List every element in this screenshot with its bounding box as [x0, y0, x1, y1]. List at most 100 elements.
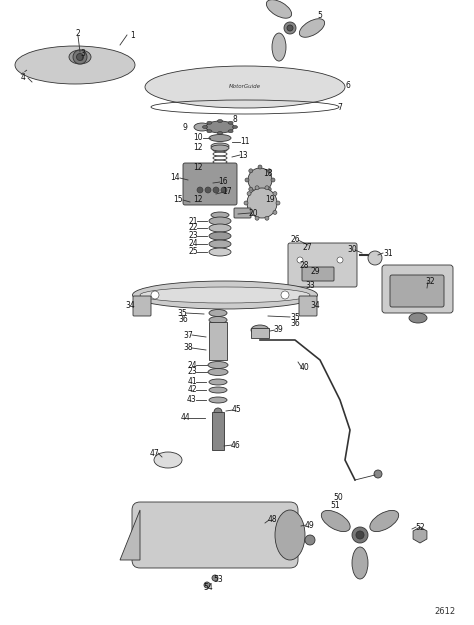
Text: 37: 37: [183, 331, 193, 339]
Ellipse shape: [271, 178, 275, 182]
Ellipse shape: [211, 145, 229, 151]
Ellipse shape: [154, 452, 182, 468]
FancyBboxPatch shape: [382, 265, 453, 313]
Text: 47: 47: [150, 449, 160, 458]
Ellipse shape: [209, 240, 231, 248]
Text: 46: 46: [231, 441, 241, 449]
Ellipse shape: [249, 188, 253, 191]
Text: 25: 25: [188, 248, 198, 256]
Text: 31: 31: [383, 249, 393, 258]
Text: 44: 44: [181, 414, 191, 422]
Ellipse shape: [352, 547, 368, 579]
Ellipse shape: [209, 309, 227, 316]
Ellipse shape: [265, 186, 269, 190]
Ellipse shape: [370, 511, 399, 532]
Ellipse shape: [69, 50, 91, 64]
Ellipse shape: [248, 168, 272, 192]
Text: 16: 16: [218, 177, 228, 186]
Ellipse shape: [228, 130, 233, 132]
Text: 9: 9: [182, 122, 187, 131]
Text: 3: 3: [81, 49, 85, 58]
Ellipse shape: [209, 387, 227, 393]
Circle shape: [287, 25, 293, 31]
Text: 41: 41: [187, 378, 197, 386]
Text: 24: 24: [187, 361, 197, 369]
Circle shape: [374, 470, 382, 478]
Circle shape: [204, 582, 210, 588]
Text: 8: 8: [233, 116, 237, 124]
Bar: [251, 328, 269, 338]
Text: 32: 32: [425, 278, 435, 286]
Circle shape: [151, 291, 159, 299]
Text: 13: 13: [238, 151, 248, 159]
Circle shape: [214, 408, 222, 416]
Ellipse shape: [208, 369, 228, 376]
Ellipse shape: [267, 188, 271, 191]
Ellipse shape: [209, 134, 231, 141]
Text: 23: 23: [187, 368, 197, 376]
Text: 15: 15: [173, 196, 183, 204]
Circle shape: [352, 527, 368, 543]
Ellipse shape: [245, 178, 249, 182]
Text: 35: 35: [177, 309, 187, 318]
Polygon shape: [120, 510, 140, 560]
Text: 38: 38: [183, 344, 193, 352]
Bar: [212, 412, 224, 450]
Ellipse shape: [258, 165, 262, 169]
Text: 11: 11: [240, 138, 250, 146]
FancyBboxPatch shape: [132, 502, 298, 568]
Ellipse shape: [206, 121, 234, 133]
Circle shape: [212, 575, 218, 581]
Ellipse shape: [209, 316, 227, 324]
Text: 18: 18: [263, 169, 273, 177]
FancyBboxPatch shape: [302, 267, 334, 281]
Ellipse shape: [273, 211, 277, 214]
FancyBboxPatch shape: [299, 296, 317, 316]
Circle shape: [297, 257, 303, 263]
Text: 12: 12: [193, 196, 203, 204]
Ellipse shape: [194, 123, 210, 131]
Ellipse shape: [300, 19, 325, 38]
Circle shape: [221, 187, 227, 193]
Ellipse shape: [211, 212, 229, 218]
Text: 48: 48: [267, 516, 277, 524]
Ellipse shape: [249, 169, 253, 172]
Text: 19: 19: [265, 196, 275, 204]
Ellipse shape: [272, 33, 286, 61]
Circle shape: [205, 187, 211, 193]
Circle shape: [356, 531, 364, 539]
Ellipse shape: [207, 121, 212, 124]
Ellipse shape: [133, 281, 318, 309]
Ellipse shape: [273, 192, 277, 196]
FancyBboxPatch shape: [390, 275, 444, 307]
Ellipse shape: [209, 379, 227, 385]
Text: 28: 28: [299, 261, 309, 271]
Text: 34: 34: [125, 301, 135, 309]
Ellipse shape: [275, 510, 305, 560]
Ellipse shape: [211, 143, 229, 149]
Text: 30: 30: [347, 246, 357, 254]
Ellipse shape: [208, 361, 228, 369]
Text: 49: 49: [305, 521, 315, 529]
Text: 1: 1: [131, 31, 136, 39]
Text: 35: 35: [290, 312, 300, 321]
Ellipse shape: [255, 216, 259, 220]
Text: 45: 45: [232, 406, 242, 414]
FancyBboxPatch shape: [133, 296, 151, 316]
Ellipse shape: [267, 169, 271, 172]
Circle shape: [305, 535, 315, 545]
Circle shape: [281, 291, 289, 299]
Ellipse shape: [145, 66, 345, 108]
Text: 12: 12: [193, 144, 203, 152]
Text: 51: 51: [330, 501, 340, 509]
Text: 33: 33: [305, 281, 315, 289]
Text: MotorGuide: MotorGuide: [229, 84, 261, 89]
Ellipse shape: [247, 192, 251, 196]
Text: 4: 4: [20, 74, 26, 82]
Text: 36: 36: [178, 316, 188, 324]
Text: 7: 7: [337, 104, 342, 112]
Circle shape: [284, 22, 296, 34]
Text: 20: 20: [248, 209, 258, 217]
Ellipse shape: [15, 46, 135, 84]
Text: 2: 2: [76, 29, 81, 38]
